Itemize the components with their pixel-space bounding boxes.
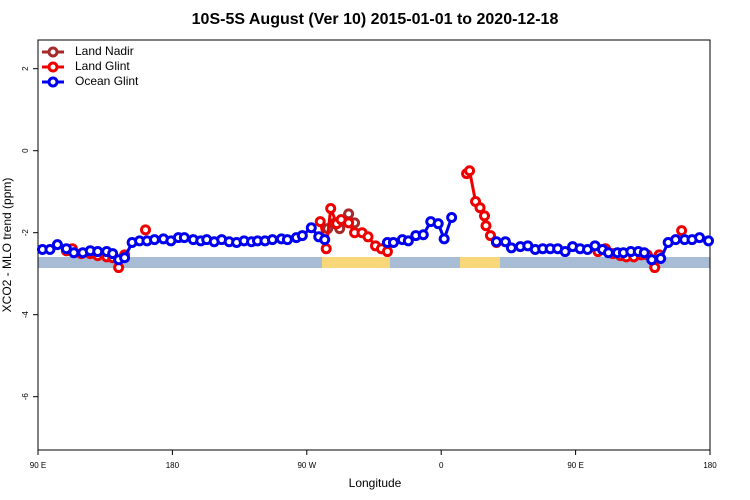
data-point (119, 252, 131, 264)
data-point (479, 210, 491, 222)
data-point (325, 203, 337, 215)
data-point (646, 254, 658, 266)
x-tick-label: 0 (439, 461, 444, 470)
data-point (51, 239, 63, 251)
y-tick-label: -2 (21, 229, 30, 237)
x-tick-label: 180 (166, 461, 180, 470)
data-point (490, 236, 502, 248)
data-point (402, 235, 414, 247)
data-point (68, 247, 80, 259)
data-point (480, 220, 492, 232)
data-point (670, 234, 682, 246)
data-point (305, 222, 317, 234)
legend-label: Land Nadir (75, 44, 134, 58)
data-point (140, 224, 152, 236)
data-point (387, 237, 399, 249)
data-point (178, 232, 190, 244)
chart-title: 10S-5S August (Ver 10) 2015-01-01 to 202… (192, 11, 559, 28)
data-point (44, 244, 56, 256)
map-land (322, 257, 390, 268)
data-point (499, 236, 511, 248)
x-tick-label: 90 W (297, 461, 316, 470)
x-tick-label: 90 E (567, 461, 583, 470)
data-point (266, 234, 278, 246)
data-point (320, 243, 332, 255)
data-point (655, 253, 667, 265)
data-point (148, 234, 160, 246)
legend-marker (47, 76, 59, 88)
data-point (319, 234, 331, 246)
data-point (92, 246, 104, 258)
x-tick-label: 90 E (30, 461, 46, 470)
data-point (559, 246, 571, 258)
data-point (107, 248, 119, 260)
data-point (505, 242, 517, 254)
y-tick-label: -4 (21, 311, 30, 319)
x-axis-label: Longitude (349, 476, 402, 490)
data-point (343, 208, 355, 220)
y-tick-label: -6 (21, 393, 30, 401)
legend-marker (47, 61, 59, 73)
data-point (638, 247, 650, 259)
data-point (676, 225, 688, 237)
data-point (343, 217, 355, 229)
data-point (474, 202, 486, 214)
data-point (484, 230, 496, 242)
legend-label: Ocean Glint (75, 74, 139, 88)
x-tick-label: 180 (703, 461, 717, 470)
data-point (464, 165, 476, 177)
y-axis-label: XCO2 - MLO trend (ppm) (0, 178, 14, 313)
legend-label: Land Glint (75, 59, 130, 73)
data-point (362, 231, 374, 243)
data-point (602, 247, 614, 259)
map-land (460, 257, 500, 268)
data-point (314, 216, 326, 228)
data-point (438, 233, 450, 245)
y-tick-label: 0 (21, 148, 30, 153)
data-point (381, 246, 393, 258)
data-point (281, 234, 293, 246)
y-tick-label: 2 (21, 66, 30, 71)
data-point (432, 218, 444, 230)
data-point (694, 232, 706, 244)
data-point (417, 229, 429, 241)
data-point (446, 212, 458, 224)
data-point (296, 230, 308, 242)
legend-marker (47, 46, 59, 58)
data-point (703, 235, 715, 247)
